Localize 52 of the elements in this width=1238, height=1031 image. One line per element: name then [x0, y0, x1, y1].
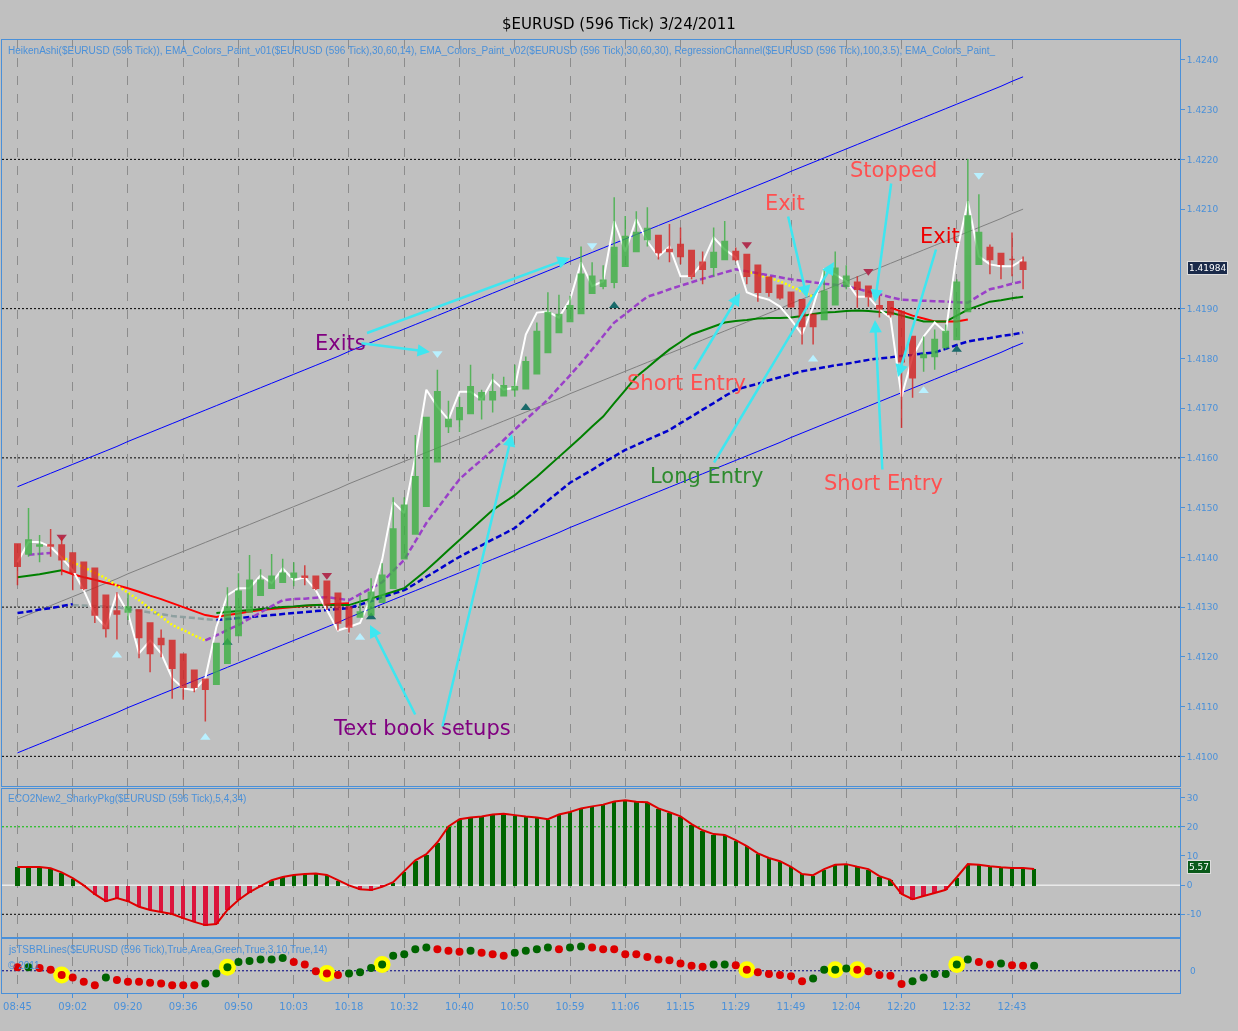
- y-tick-label: 1.4140: [1186, 552, 1219, 563]
- x-tick-label: 10:59: [555, 1001, 585, 1012]
- x-tick-label: 10:18: [334, 1001, 364, 1012]
- chart-title: $EURUSD (596 Tick) 3/24/2011: [502, 15, 736, 34]
- y-tick-label: 1.4110: [1186, 701, 1219, 712]
- x-tick-label: 09:36: [168, 1001, 198, 1012]
- annotation: Exit: [765, 191, 805, 215]
- y-tick-label: 1.4100: [1186, 751, 1219, 762]
- x-tick-label: 09:02: [58, 1001, 88, 1012]
- x-tick-label: 12:20: [887, 1001, 916, 1012]
- y-tick-label: 1.4120: [1186, 652, 1219, 663]
- annotation: Short Entry: [824, 471, 943, 495]
- annotation: jsTSBRLines($EURUSD (596 Tick),True,Area,Green,True,3,10,True,14): [8, 944, 328, 955]
- x-tick-label: 08:45: [3, 1001, 32, 1012]
- text: 1.41984: [1189, 263, 1227, 273]
- y-tick-label: 0: [1186, 880, 1193, 891]
- annotation: Stopped: [850, 158, 938, 182]
- y-tick-label: -10: [1186, 909, 1202, 920]
- y-tick-label: 20: [1186, 821, 1199, 832]
- x-tick-label: 12:04: [831, 1001, 861, 1012]
- x-tick-label: 09:50: [224, 1001, 253, 1012]
- annotation: © 2011: [8, 960, 41, 971]
- y-tick-label: 1.4230: [1186, 104, 1219, 115]
- y-tick-label: 1.4190: [1186, 303, 1219, 314]
- x-tick-label: 10:40: [445, 1001, 474, 1012]
- y-tick-label: 1.4240: [1186, 55, 1219, 66]
- y-tick-label: 1.4220: [1186, 154, 1219, 165]
- y-tick-label: 1.4170: [1186, 403, 1219, 414]
- x-tick-label: 10:32: [389, 1001, 419, 1012]
- annotation: Exits: [315, 331, 366, 355]
- x-tick-label: 10:03: [279, 1001, 309, 1012]
- x-tick-label: 11:29: [721, 1001, 751, 1012]
- y-tick-label: 1.4210: [1186, 204, 1219, 215]
- y-tick-label: 10: [1186, 851, 1199, 862]
- x-tick-label: 12:32: [942, 1001, 972, 1012]
- x-tick-label: 10:50: [500, 1001, 530, 1012]
- y-tick-label: 1.4150: [1186, 502, 1219, 513]
- y-tick-label: 1.4160: [1186, 453, 1219, 464]
- annotation: Long Entry: [650, 464, 764, 488]
- x-tick-label: 11:49: [776, 1001, 806, 1012]
- text: 5.57: [1189, 862, 1210, 872]
- x-tick-label: 11:15: [666, 1001, 695, 1012]
- x-tick-label: 09:20: [113, 1001, 143, 1012]
- y-tick-label: 30: [1186, 792, 1199, 803]
- y-tick-label: 1.4180: [1186, 353, 1219, 364]
- y-tick-label: 1.4130: [1186, 602, 1219, 613]
- annotation: Exit: [920, 224, 960, 248]
- annotation: ECO2New2_SharkyPkg($EURUSD (596 Tick),5,4,34): [8, 793, 247, 804]
- annotation: HeikenAshi($EURUSD (596 Tick)), EMA_Colors_Paint_v01($EURUSD (596 Tick),30,60,14), EMA_Colors_Paint_v02($EURUSD (596 Tick),30,60,30), RegressionChannel($EURUSD (596 Tick),100,3.5), EMA_Colors_Paint_: [8, 45, 996, 56]
- annotation: Text book setups: [333, 716, 511, 740]
- x-tick-label: 11:06: [610, 1001, 640, 1012]
- x-tick-label: 12:43: [997, 1001, 1027, 1012]
